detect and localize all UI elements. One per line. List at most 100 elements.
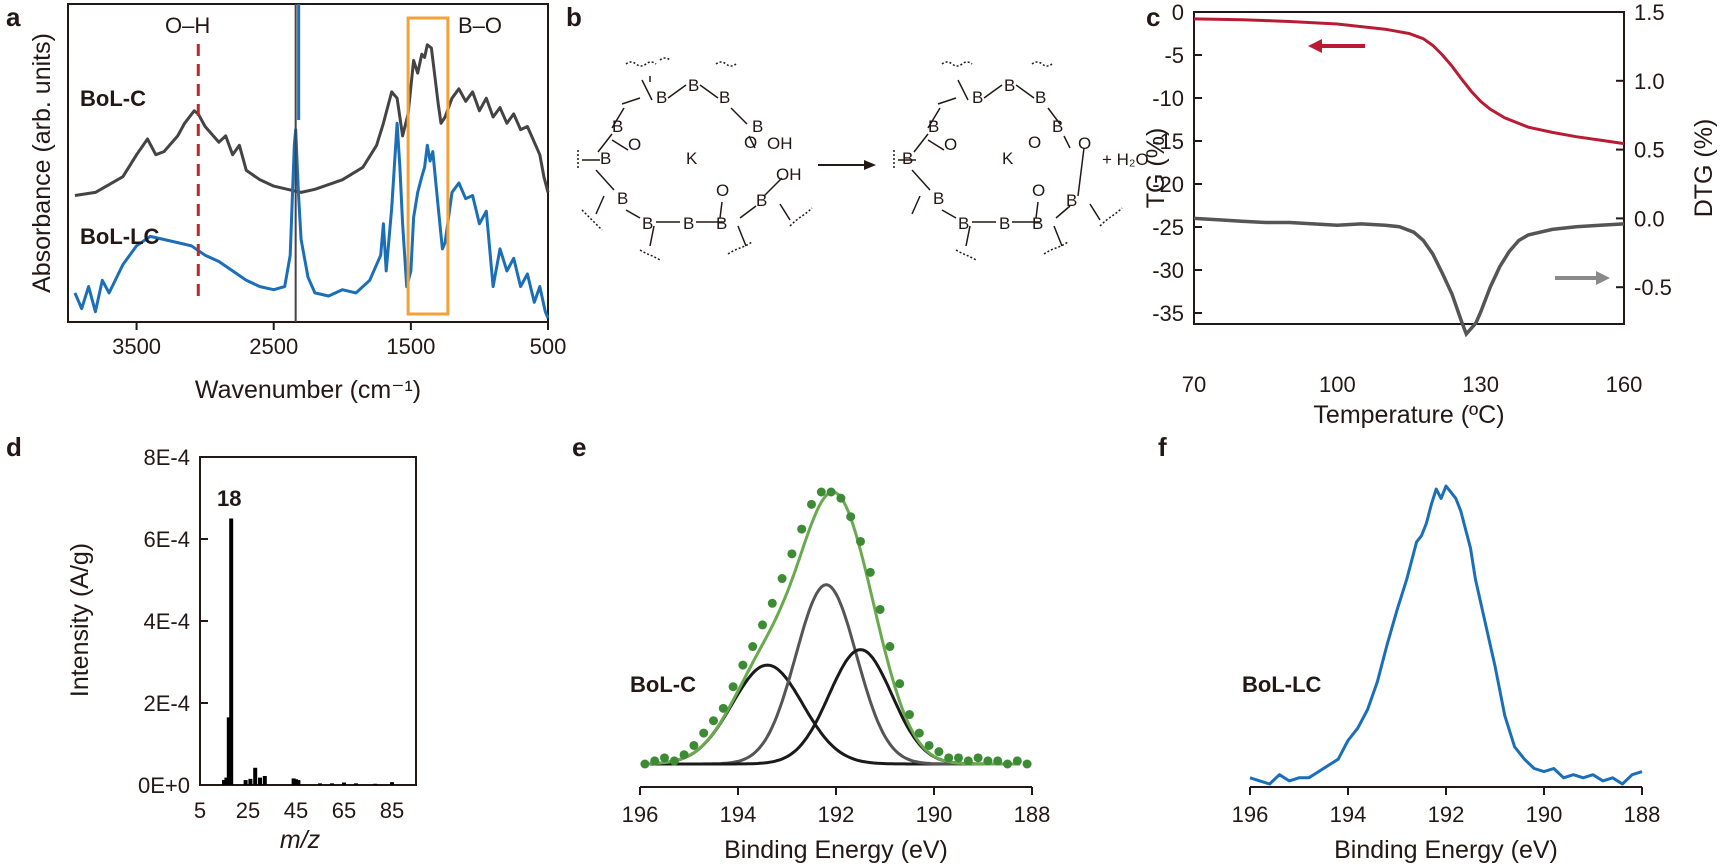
bar-mz-18 bbox=[229, 518, 234, 785]
atom-b: B bbox=[617, 189, 628, 208]
y-tick-label: -35 bbox=[1152, 301, 1184, 326]
data-point bbox=[875, 604, 885, 614]
series-line-bol-lc bbox=[1249, 484, 1643, 786]
y-tick-label: -15 bbox=[1152, 129, 1184, 154]
data-point bbox=[1012, 756, 1022, 766]
data-point bbox=[1003, 759, 1012, 769]
y-tick-label: 0 bbox=[1172, 0, 1184, 25]
bar-mz-78 bbox=[373, 783, 378, 785]
bar-mz-60 bbox=[330, 783, 334, 785]
bo-label: B–O bbox=[458, 13, 502, 38]
bar-mz-26 bbox=[248, 778, 253, 785]
atom-b: B bbox=[683, 214, 694, 233]
bar-mz-24 bbox=[243, 780, 248, 785]
x-tick-label: 196 bbox=[1232, 802, 1269, 827]
atom-b: B bbox=[1035, 88, 1046, 107]
bar-mz-16 bbox=[224, 777, 229, 785]
y-tick-label: 4E-4 bbox=[144, 609, 190, 634]
atom-o: O bbox=[1078, 134, 1091, 153]
panel-letter-b: b bbox=[566, 2, 582, 32]
panel-letter-a: a bbox=[6, 2, 21, 32]
data-point bbox=[993, 756, 1003, 766]
data-point bbox=[660, 753, 669, 763]
oh-label: O–H bbox=[165, 13, 210, 38]
x-tick-label: 130 bbox=[1462, 372, 1499, 397]
x-tick-label: 194 bbox=[720, 802, 757, 827]
atom-b: B bbox=[716, 214, 727, 233]
atom-b: B bbox=[612, 117, 623, 136]
series-line-bol-c bbox=[74, 43, 550, 197]
x-tick-label: 196 bbox=[622, 802, 659, 827]
data-point bbox=[758, 620, 767, 630]
panel-letter-e: e bbox=[572, 432, 586, 462]
atom-b: B bbox=[1032, 214, 1043, 233]
peak-label: 18 bbox=[217, 486, 241, 511]
atom-o: O bbox=[1032, 181, 1045, 200]
bo-highlight-box bbox=[406, 16, 450, 316]
panel-d-mass-spectrum: 0E+0 2E-4 4E-4 6E-4 8E-4 5 25 45 65 85 18 m/z Int… bbox=[66, 445, 417, 854]
y-tick-label: -5 bbox=[1164, 43, 1184, 68]
data-point bbox=[963, 756, 973, 766]
bar-mz-55 bbox=[318, 783, 322, 785]
x-tick-label: 190 bbox=[916, 802, 953, 827]
y-tick-label: -10 bbox=[1152, 86, 1184, 111]
x-tick-label: 192 bbox=[818, 802, 855, 827]
data-point bbox=[826, 487, 836, 497]
tg-curve bbox=[1193, 17, 1625, 146]
x-tick-label: 45 bbox=[284, 798, 308, 823]
data-point bbox=[650, 756, 660, 766]
y2-tick-label: 0.5 bbox=[1634, 138, 1665, 163]
bar-mz-30 bbox=[258, 777, 262, 785]
y-axis-label: Absorbance (arb. units) bbox=[28, 33, 56, 293]
data-point bbox=[846, 512, 856, 522]
bar-mz-70 bbox=[354, 783, 358, 785]
y-tick-label: -20 bbox=[1152, 172, 1184, 197]
panel-c-thermogravimetry: 0 -5 -10 -15 -20 -25 -30 -35 1.5 1.0 0.5 0.0 -0.5 70 1… bbox=[1142, 0, 1718, 429]
atom-k: K bbox=[686, 149, 698, 168]
fit-envelope bbox=[649, 490, 1020, 766]
data-point bbox=[787, 549, 797, 559]
atom-b: B bbox=[600, 149, 611, 168]
y2-tick-label: 0.0 bbox=[1634, 206, 1665, 231]
bar-mz-45 bbox=[294, 779, 298, 785]
data-point bbox=[816, 487, 826, 497]
x-axis-label: Binding Energy (eV) bbox=[1334, 836, 1558, 864]
x-tick-label: 85 bbox=[380, 798, 404, 823]
atom-b: B bbox=[1066, 191, 1077, 210]
data-point bbox=[689, 740, 699, 750]
x-tick-label: 70 bbox=[1182, 372, 1206, 397]
data-point bbox=[973, 753, 983, 763]
sample-label: BoL-LC bbox=[1242, 672, 1322, 697]
dtg-axis-arrow-head bbox=[1596, 271, 1610, 285]
x-axis-label: Temperature (ºC) bbox=[1313, 401, 1504, 429]
borate-ring-before bbox=[577, 57, 813, 261]
atom-b: B bbox=[928, 117, 939, 136]
panel-e-xps-bol-c: 196 194 192 190 188 BoL-C Binding Energy (eV… bbox=[622, 487, 1050, 864]
x-tick-label: 2500 bbox=[249, 334, 298, 359]
x-tick-label: 3500 bbox=[112, 334, 161, 359]
panel-letter-f: f bbox=[1158, 432, 1167, 462]
atom-k: K bbox=[1002, 149, 1014, 168]
data-point bbox=[797, 524, 807, 534]
data-point bbox=[738, 660, 748, 670]
data-point bbox=[718, 703, 728, 713]
atom-b: B bbox=[719, 88, 730, 107]
panel-a-ftir: 3500 2500 1500 500 O–H B–O BoL-C BoL-LC Wav… bbox=[28, 3, 566, 404]
bar-mz-17 bbox=[226, 717, 231, 785]
data-point bbox=[709, 716, 718, 726]
panel-b-schematic: B B B B OH B O B K O OH B B O B B B bbox=[577, 57, 1149, 261]
series-label-bol-c: BoL-C bbox=[80, 86, 146, 111]
water-label: + H₂O bbox=[1102, 150, 1149, 169]
data-point bbox=[748, 642, 758, 652]
y-axis-label: TG (%) bbox=[1142, 128, 1170, 209]
panel-f-xps-bol-lc: 196 194 192 190 188 BoL-LC Binding Energy (e… bbox=[1232, 484, 1660, 864]
axes-frame bbox=[67, 3, 549, 323]
data-point bbox=[856, 536, 865, 546]
x-axis-label: Binding Energy (eV) bbox=[724, 836, 948, 864]
atom-b: B bbox=[1052, 117, 1063, 136]
atom-o: O bbox=[716, 181, 729, 200]
bar-mz-85 bbox=[390, 782, 394, 785]
data-point bbox=[914, 728, 924, 738]
y-tick-label: -25 bbox=[1152, 215, 1184, 240]
